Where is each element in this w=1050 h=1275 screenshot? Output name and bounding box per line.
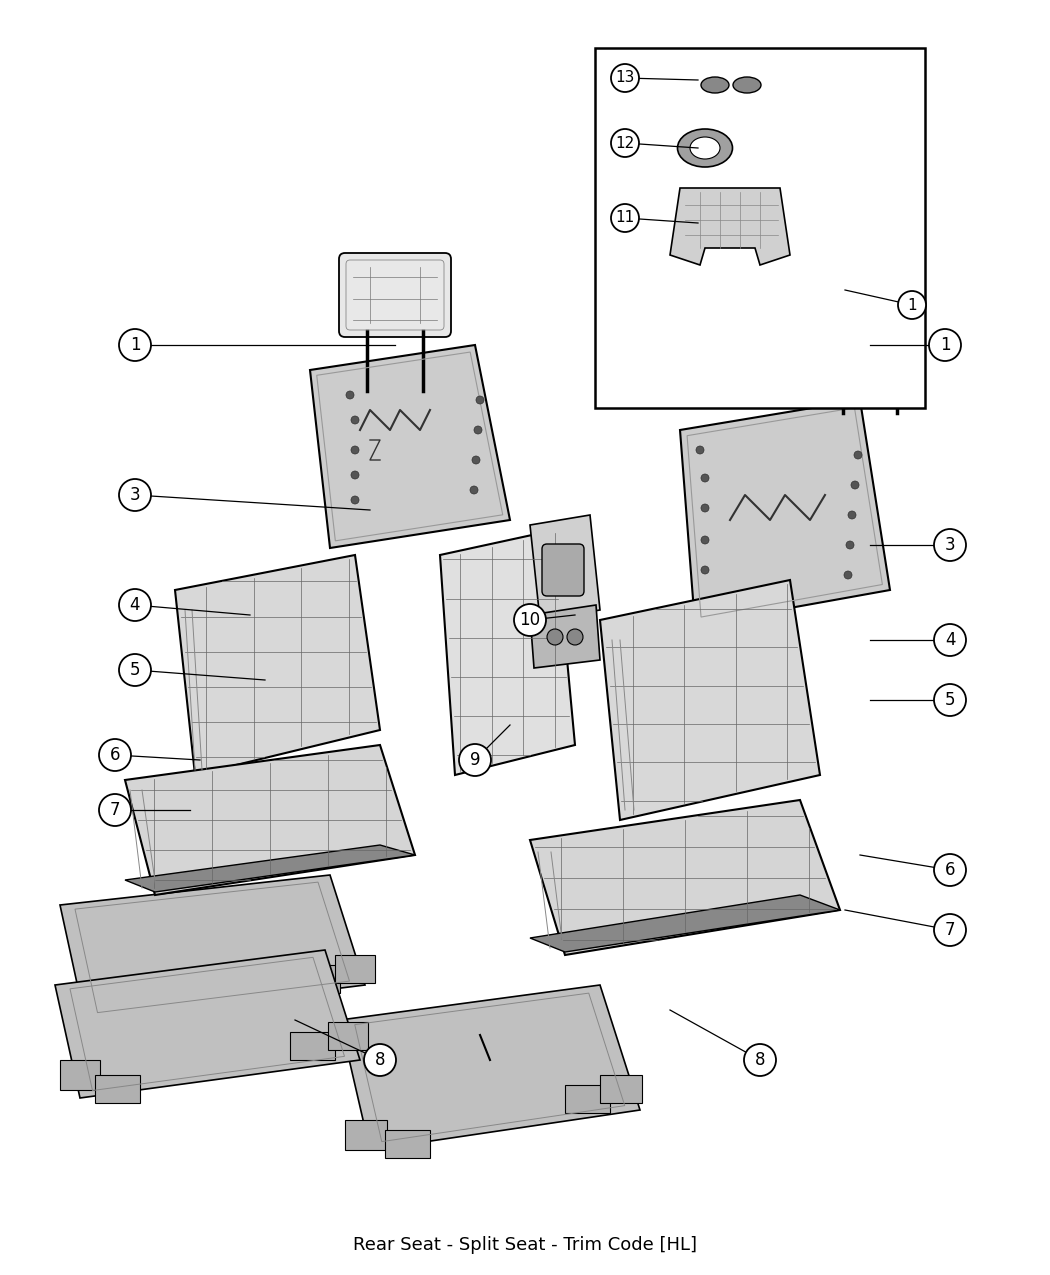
Ellipse shape (690, 136, 720, 159)
Circle shape (744, 1044, 776, 1076)
Ellipse shape (733, 76, 761, 93)
Polygon shape (175, 555, 380, 775)
Polygon shape (125, 845, 415, 892)
Circle shape (364, 1044, 396, 1076)
Circle shape (472, 456, 480, 464)
Bar (335, 955, 375, 983)
Circle shape (846, 541, 854, 550)
Circle shape (611, 204, 639, 232)
Text: 4: 4 (945, 631, 956, 649)
Polygon shape (55, 950, 360, 1098)
Ellipse shape (677, 129, 733, 167)
Bar (94, 1075, 140, 1103)
Text: 3: 3 (945, 536, 956, 555)
Circle shape (119, 329, 151, 361)
Circle shape (99, 740, 131, 771)
Circle shape (346, 391, 354, 399)
Circle shape (934, 683, 966, 717)
FancyBboxPatch shape (542, 544, 584, 595)
Circle shape (848, 511, 856, 519)
Text: 7: 7 (110, 801, 121, 819)
Circle shape (470, 486, 478, 493)
Circle shape (119, 654, 151, 686)
Text: 12: 12 (615, 135, 634, 150)
Bar (595, 48, 925, 408)
Circle shape (611, 129, 639, 157)
Circle shape (929, 329, 961, 361)
Circle shape (119, 479, 151, 511)
Bar (100, 1005, 145, 1033)
Circle shape (934, 529, 966, 561)
Circle shape (476, 397, 484, 404)
Bar (295, 965, 340, 993)
Text: 6: 6 (945, 861, 956, 878)
Circle shape (898, 291, 926, 319)
Circle shape (351, 416, 359, 425)
Polygon shape (340, 986, 640, 1150)
Text: 5: 5 (130, 660, 141, 680)
Circle shape (701, 566, 709, 574)
Polygon shape (670, 187, 790, 265)
Polygon shape (600, 580, 820, 820)
Circle shape (547, 629, 563, 645)
Text: 11: 11 (615, 210, 634, 226)
Circle shape (611, 64, 639, 92)
Bar (290, 1031, 335, 1060)
Ellipse shape (701, 76, 729, 93)
Bar (345, 1119, 387, 1150)
Polygon shape (530, 895, 840, 952)
Polygon shape (530, 515, 600, 620)
Text: 6: 6 (110, 746, 121, 764)
Polygon shape (680, 400, 890, 625)
Text: 8: 8 (375, 1051, 385, 1068)
Text: 7: 7 (945, 921, 956, 938)
Polygon shape (310, 346, 510, 548)
Bar (60, 1060, 100, 1090)
Text: 1: 1 (130, 337, 141, 354)
Circle shape (459, 745, 491, 776)
Bar (565, 1085, 610, 1113)
Circle shape (99, 794, 131, 826)
Circle shape (567, 629, 583, 645)
Circle shape (850, 481, 859, 490)
Text: 3: 3 (130, 486, 141, 504)
Circle shape (119, 589, 151, 621)
Polygon shape (60, 875, 365, 1020)
Circle shape (934, 854, 966, 886)
Circle shape (854, 451, 862, 459)
Circle shape (701, 504, 709, 513)
Bar (65, 989, 105, 1020)
Bar (328, 1023, 368, 1051)
Bar (600, 1075, 642, 1103)
Polygon shape (440, 530, 575, 775)
Circle shape (351, 496, 359, 504)
FancyBboxPatch shape (673, 270, 777, 351)
Circle shape (351, 446, 359, 454)
Circle shape (514, 604, 546, 636)
Polygon shape (125, 745, 415, 895)
Text: 1: 1 (907, 297, 917, 312)
FancyBboxPatch shape (817, 279, 924, 361)
Circle shape (934, 623, 966, 657)
Polygon shape (530, 606, 600, 668)
Circle shape (474, 426, 482, 434)
Text: 13: 13 (615, 70, 634, 85)
Bar (385, 1130, 430, 1158)
Circle shape (934, 914, 966, 946)
Circle shape (351, 470, 359, 479)
Text: 1: 1 (940, 337, 950, 354)
Circle shape (696, 446, 704, 454)
FancyBboxPatch shape (339, 252, 452, 337)
Text: 9: 9 (469, 751, 480, 769)
Text: 4: 4 (130, 595, 141, 615)
Text: 5: 5 (945, 691, 956, 709)
Polygon shape (530, 799, 840, 955)
Circle shape (701, 474, 709, 482)
Text: 10: 10 (520, 611, 541, 629)
Text: Rear Seat - Split Seat - Trim Code [HL]: Rear Seat - Split Seat - Trim Code [HL] (353, 1235, 697, 1255)
Circle shape (701, 536, 709, 544)
Circle shape (844, 571, 852, 579)
Text: 8: 8 (755, 1051, 765, 1068)
